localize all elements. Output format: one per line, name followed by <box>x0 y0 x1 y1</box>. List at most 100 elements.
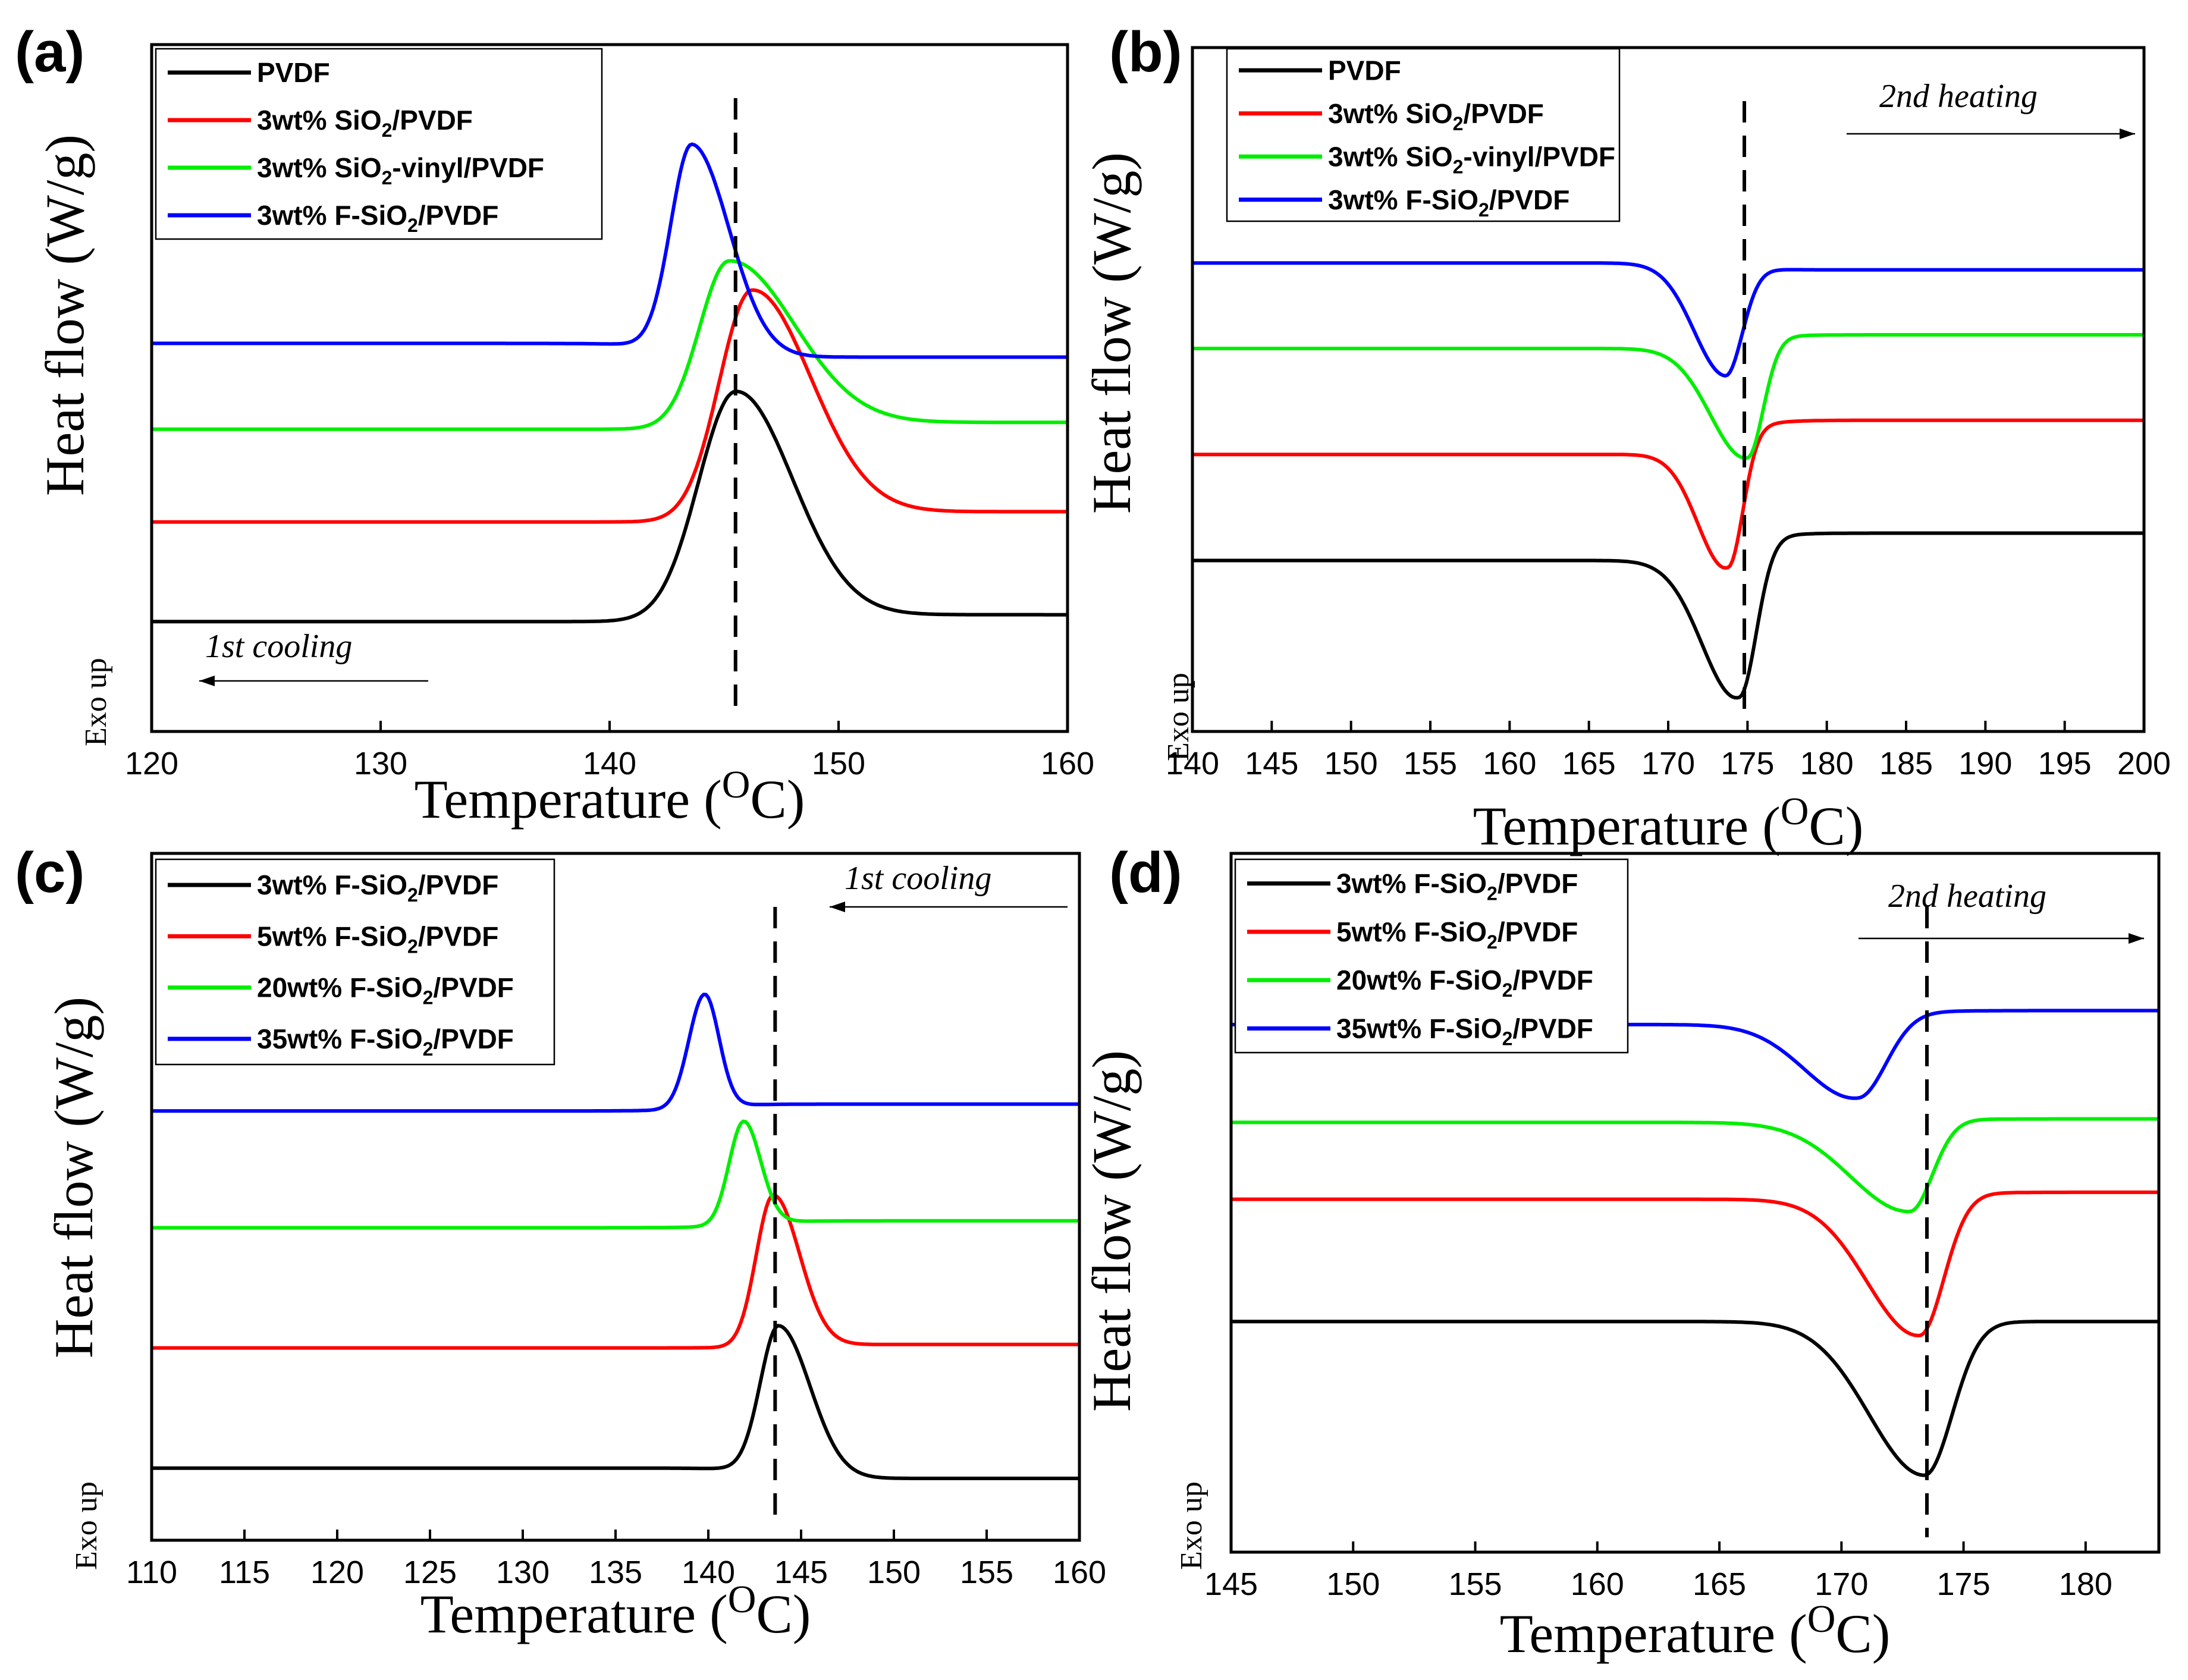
x-tick-label: 140 <box>1166 746 1219 781</box>
x-tick-label: 130 <box>354 746 407 781</box>
x-tick-label: 175 <box>1937 1566 1991 1602</box>
process-annotation: 2nd heating <box>1879 78 2038 115</box>
x-tick-label: 165 <box>1693 1566 1746 1602</box>
x-tick-label: 120 <box>125 746 178 781</box>
x-tick-label: 140 <box>583 746 636 781</box>
process-arrow-head <box>830 902 845 912</box>
exo-up-label: Exo up <box>70 1481 103 1570</box>
x-tick-label: 180 <box>1800 746 1854 781</box>
legend-box <box>155 48 603 240</box>
series-line-0 <box>152 1324 1079 1480</box>
x-tick-label: 120 <box>310 1555 364 1590</box>
x-tick-label: 160 <box>1041 746 1094 781</box>
legend-entry-label: 3wt% F-SiO2/PVDF <box>257 200 498 236</box>
x-tick-label: 195 <box>2038 746 2092 781</box>
legend-entry-label: 3wt% SiO2-vinyl/PVDF <box>257 152 544 189</box>
series-line-2 <box>152 1119 1079 1230</box>
series-line-0 <box>1192 531 2144 700</box>
x-tick-label: 145 <box>1245 746 1298 781</box>
chart-panel-3: (d) 145 150 155 160 165 170 175 180 Temperature (… <box>1081 841 2161 1664</box>
process-annotation: 1st cooling <box>205 628 352 665</box>
legend-entry-label: 3wt% SiO2/PVDF <box>257 105 473 141</box>
x-tick-label: 160 <box>1571 1566 1624 1602</box>
x-tick-label: 170 <box>1641 746 1695 781</box>
legend-entry-label: 3wt% SiO2/PVDF <box>1328 98 1544 134</box>
x-axis-title: Temperature (OC) <box>415 763 805 830</box>
x-tick-label: 125 <box>403 1555 457 1590</box>
x-tick-label: 110 <box>126 1555 177 1590</box>
series-line-0 <box>1231 1320 2159 1477</box>
process-arrow-head <box>2120 128 2135 139</box>
x-tick-label: 115 <box>219 1555 270 1590</box>
x-tick-label: 165 <box>1562 746 1616 781</box>
x-tick-label: 150 <box>812 746 865 781</box>
series-line-2 <box>152 259 1068 431</box>
series-line-3 <box>1192 261 2144 378</box>
x-tick-label: 160 <box>1053 1555 1106 1590</box>
y-axis-title: Heat flow (W/g) <box>43 997 104 1358</box>
chart-panel-0: (a) 120 130 140 150 160 Temperature (OC) Heat f… <box>15 20 1094 830</box>
series-line-2 <box>1231 1117 2159 1214</box>
chart-panel-1: (b) 140 145 150 155 160 165 170 175 180 185 190 195 2… <box>1081 20 2171 856</box>
legend-entry-label: PVDF <box>1328 55 1401 86</box>
x-tick-label: 145 <box>1204 1566 1258 1602</box>
legend-box <box>155 858 555 1066</box>
panel-label: (c) <box>15 841 84 905</box>
panel-label: (d) <box>1109 841 1182 905</box>
process-annotation: 2nd heating <box>1888 878 2046 915</box>
series-line-0 <box>152 390 1068 624</box>
legend-entry-label: 35wt% F-SiO2/PVDF <box>257 1023 514 1060</box>
x-axis-title: Temperature (OC) <box>1500 1597 1891 1664</box>
process-arrow-head <box>2129 933 2144 944</box>
legend-entry-label: 5wt% F-SiO2/PVDF <box>1336 916 1578 953</box>
y-axis-title: Heat flow (W/g) <box>1081 1050 1142 1412</box>
legend-entry-label: 20wt% F-SiO2/PVDF <box>257 972 514 1009</box>
x-tick-label: 155 <box>1404 746 1457 781</box>
legend-entry-label: 20wt% F-SiO2/PVDF <box>1336 965 1593 1001</box>
legend-box <box>1234 858 1629 1054</box>
series-line-1 <box>1231 1190 2159 1337</box>
x-tick-label: 175 <box>1721 746 1774 781</box>
series-line-2 <box>1192 333 2144 460</box>
x-tick-label: 140 <box>682 1555 735 1590</box>
process-arrow-head <box>199 676 215 686</box>
x-tick-label: 160 <box>1483 746 1536 781</box>
x-tick-label: 155 <box>1448 1566 1502 1602</box>
x-tick-label: 145 <box>774 1555 828 1590</box>
legend-entry-label: 3wt% F-SiO2/PVDF <box>257 869 498 906</box>
exo-up-label: Exo up <box>1162 673 1195 761</box>
legend-entry-label: 3wt% F-SiO2/PVDF <box>1336 868 1578 905</box>
x-tick-label: 170 <box>1815 1566 1868 1602</box>
legend-entry-label: PVDF <box>257 57 330 88</box>
x-axis-title: Temperature (OC) <box>420 1578 811 1644</box>
series-line-3 <box>152 993 1079 1113</box>
x-tick-label: 185 <box>1879 746 1933 781</box>
legend-entry-label: 3wt% F-SiO2/PVDF <box>1328 184 1569 221</box>
x-tick-label: 130 <box>496 1555 550 1590</box>
x-tick-label: 180 <box>2059 1566 2112 1602</box>
x-tick-label: 150 <box>1326 1566 1380 1602</box>
exo-up-label: Exo up <box>79 658 113 746</box>
x-tick-label: 150 <box>1324 746 1378 781</box>
process-annotation: 1st cooling <box>845 860 991 897</box>
y-axis-title: Heat flow (W/g) <box>1081 152 1142 514</box>
x-tick-label: 150 <box>867 1555 921 1590</box>
x-axis-title: Temperature (OC) <box>1473 790 1864 856</box>
panel-label: (b) <box>1109 20 1182 84</box>
series-line-1 <box>1192 418 2144 570</box>
x-tick-label: 135 <box>589 1555 642 1590</box>
series-line-1 <box>152 1193 1079 1350</box>
panel-label: (a) <box>15 20 84 84</box>
series-line-1 <box>152 288 1068 524</box>
legend-box <box>1226 48 1621 222</box>
x-tick-label: 190 <box>1958 746 2012 781</box>
series-line-3 <box>152 142 1068 359</box>
legend-entry-label: 5wt% F-SiO2/PVDF <box>257 921 498 957</box>
x-tick-label: 200 <box>2117 746 2171 781</box>
x-tick-label: 155 <box>960 1555 1013 1590</box>
legend-entry-label: 3wt% SiO2-vinyl/PVDF <box>1328 141 1615 177</box>
exo-up-label: Exo up <box>1175 1481 1208 1570</box>
plot-frame <box>1229 852 2161 1554</box>
y-axis-title: Heat flow (W/g) <box>34 134 95 496</box>
